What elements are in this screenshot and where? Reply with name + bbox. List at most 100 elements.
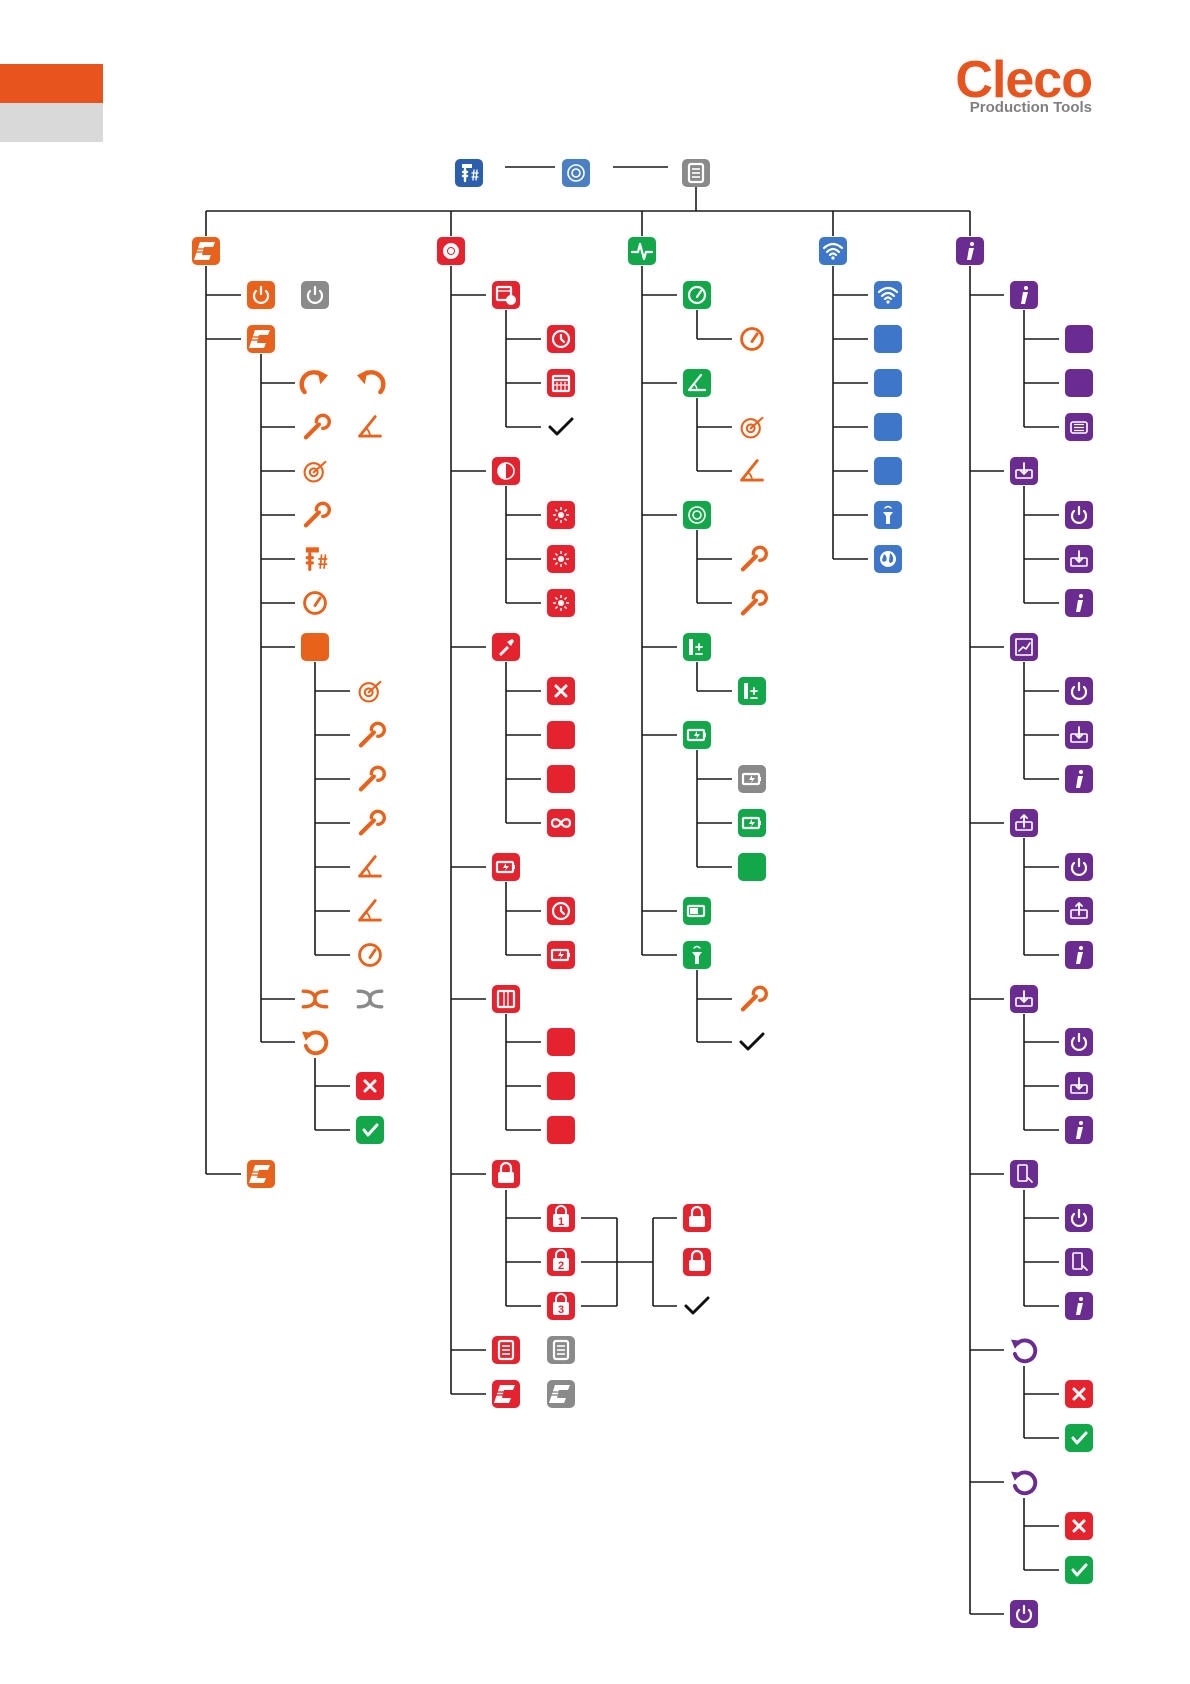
blank-icon	[301, 633, 329, 661]
info-icon	[1065, 1292, 1093, 1320]
device-transfer-icon	[1010, 1160, 1038, 1188]
light-high-icon	[547, 589, 575, 617]
check-icon	[1065, 1424, 1093, 1452]
calendar-clock-icon	[492, 281, 520, 309]
power-icon	[1065, 677, 1093, 705]
cleco-logo-icon	[247, 325, 275, 353]
lock-1-icon: 1	[547, 1204, 575, 1232]
battery-icon	[738, 765, 766, 793]
speedometer-tracker-icon	[358, 943, 382, 967]
light-medium-icon	[547, 545, 575, 573]
clock-icon	[547, 325, 575, 353]
wifi-icon	[819, 237, 847, 265]
menu-icon	[547, 1336, 575, 1364]
check-icon	[739, 1032, 765, 1051]
download-icon	[1010, 985, 1038, 1013]
battery-icon	[492, 853, 520, 881]
undo-icon	[1011, 1470, 1038, 1496]
cleco-wordmark: Cleco	[955, 51, 1093, 109]
blank-icon	[874, 413, 902, 441]
x-icon	[547, 677, 575, 705]
undo-icon	[302, 1030, 329, 1056]
blank-icon	[547, 1028, 575, 1056]
flashlight-icon	[492, 633, 520, 661]
rotate-ccw-icon	[357, 370, 386, 395]
info-icon	[956, 237, 984, 265]
device-icon	[562, 159, 590, 187]
cleco-subtitle: Production Tools	[969, 99, 1092, 116]
check-icon	[684, 1296, 710, 1315]
download-icon	[1065, 1072, 1093, 1100]
blank-icon	[547, 765, 575, 793]
import-icon	[1010, 457, 1038, 485]
blank-icon	[547, 721, 575, 749]
cleco-logo-icon	[192, 237, 220, 265]
angle-icon	[358, 899, 382, 922]
blank-icon	[738, 853, 766, 881]
wrench-torque-limit-icon	[740, 589, 768, 616]
export-icon	[1010, 809, 1038, 837]
gear-icon	[437, 237, 465, 265]
blank-icon	[547, 1116, 575, 1144]
cleco-logo-icon	[247, 1160, 275, 1188]
speedometer-icon	[303, 591, 327, 615]
wrench-torque-down-icon	[303, 501, 331, 528]
blank-icon	[1065, 369, 1093, 397]
battery-icon	[547, 941, 575, 969]
info-icon	[1065, 1116, 1093, 1144]
power-icon	[1065, 853, 1093, 881]
svg-text:1: 1	[558, 1216, 564, 1228]
battery-icon	[738, 809, 766, 837]
controller-icon	[1065, 413, 1093, 441]
lock-2-icon: 2	[547, 1248, 575, 1276]
target-icon	[303, 460, 327, 483]
screw-count-icon	[305, 547, 328, 571]
x-icon	[1065, 1380, 1093, 1408]
import-icon	[1065, 545, 1093, 573]
swap-icon	[301, 989, 329, 1009]
cleco-logo-icon	[547, 1380, 575, 1408]
wifi-icon	[874, 281, 902, 309]
battery-level-icon	[683, 897, 711, 925]
display-icon	[492, 985, 520, 1013]
wrench-torque-icon	[740, 985, 768, 1012]
blank-icon	[874, 369, 902, 397]
info-icon	[1065, 765, 1093, 793]
brightness-icon	[492, 457, 520, 485]
clock-icon	[547, 897, 575, 925]
rotate-cw-icon	[299, 370, 328, 395]
lock-icon	[683, 1248, 711, 1276]
wrench-plus-minus-icon	[738, 677, 766, 705]
export-icon	[1065, 897, 1093, 925]
wrench-torque-icon	[358, 765, 386, 792]
speedometer-icon	[740, 327, 764, 351]
check-icon	[356, 1116, 384, 1144]
wrench-torque-limit-icon	[358, 721, 386, 748]
angle-icon	[683, 369, 711, 397]
lock-icon	[683, 1204, 711, 1232]
tool-signal-icon	[683, 941, 711, 969]
tool-fastener-icon	[455, 159, 483, 187]
blank-icon	[874, 457, 902, 485]
device-transfer-icon	[1065, 1248, 1093, 1276]
x-icon	[1065, 1512, 1093, 1540]
target-icon	[740, 416, 764, 439]
angle-icon	[358, 415, 382, 438]
wrench-torque-icon	[303, 413, 331, 440]
infinity-icon	[547, 809, 575, 837]
blank-icon	[547, 1072, 575, 1100]
info-icon	[1065, 941, 1093, 969]
lock-icon	[492, 1160, 520, 1188]
blank-icon	[874, 325, 902, 353]
light-low-icon	[547, 501, 575, 529]
calendar-icon	[547, 369, 575, 397]
menu-icon	[492, 1336, 520, 1364]
battery-icon	[683, 721, 711, 749]
power-icon	[301, 281, 329, 309]
pulse-icon	[628, 237, 656, 265]
x-icon	[356, 1072, 384, 1100]
chart-icon	[1010, 633, 1038, 661]
power-icon	[1065, 501, 1093, 529]
import-icon	[1065, 721, 1093, 749]
power-icon	[1010, 1600, 1038, 1628]
